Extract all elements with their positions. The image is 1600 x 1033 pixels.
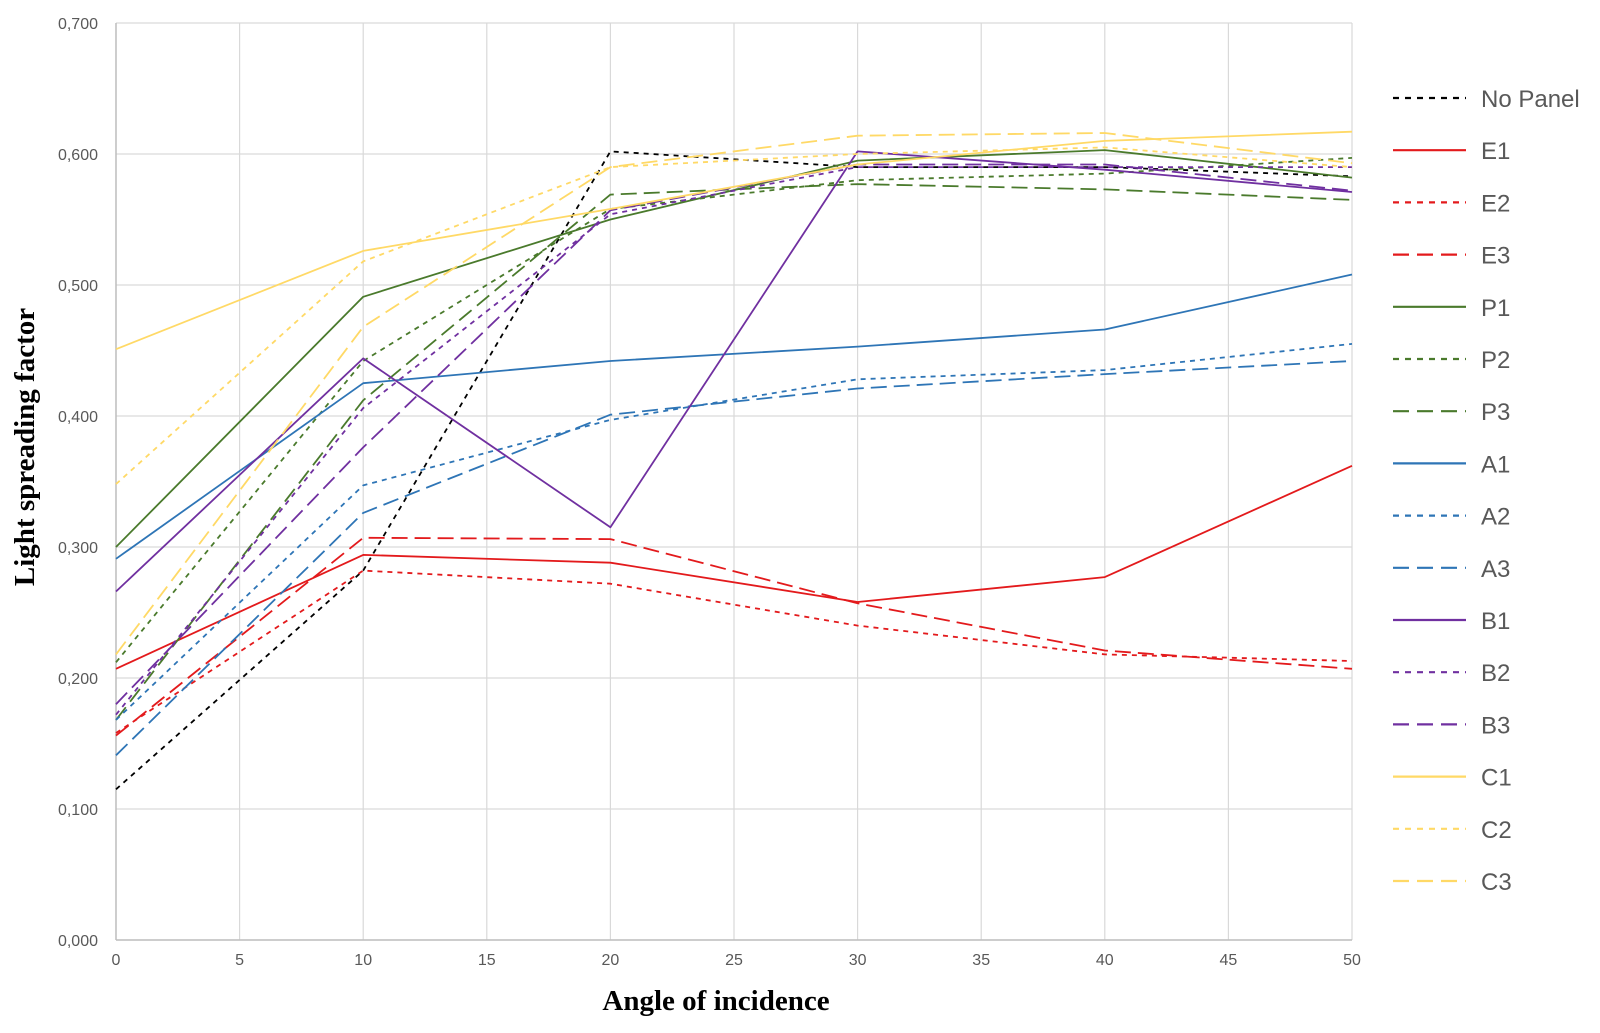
series-line-e1	[115, 464, 1353, 670]
y-axis-title: Light spreading factor	[9, 308, 41, 586]
x-tick-label: 20	[602, 952, 620, 969]
series-line-c2	[115, 146, 1353, 485]
y-tick-label: 0,600	[58, 147, 98, 164]
legend-label-no-panel: No Panel	[1481, 86, 1580, 113]
legend-label-a1: A1	[1481, 451, 1510, 478]
legend-label-b1: B1	[1481, 608, 1510, 635]
series-line-no-panel	[115, 150, 1353, 790]
legend-label-p3: P3	[1481, 399, 1510, 426]
y-tick-label: 0,400	[58, 409, 98, 426]
series-line-a1	[115, 273, 1353, 560]
x-tick-label: 10	[354, 952, 372, 969]
x-axis-title: Angle of incidence	[602, 985, 829, 1017]
y-tick-label: 0,000	[58, 933, 98, 950]
legend-label-c2: C2	[1481, 817, 1512, 844]
y-tick-label: 0,200	[58, 671, 98, 688]
series-line-a2	[115, 343, 1353, 721]
x-tick-label: 25	[725, 952, 743, 969]
axes	[115, 23, 1352, 941]
x-tick-label: 35	[972, 952, 990, 969]
x-tick-label: 45	[1220, 952, 1238, 969]
series-line-p2	[115, 157, 1353, 663]
legend-label-p2: P2	[1481, 347, 1510, 374]
legend-label-p1: P1	[1481, 295, 1510, 322]
x-tick-label: 30	[849, 952, 867, 969]
x-tick-label: 15	[478, 952, 496, 969]
series-line-e2	[115, 569, 1353, 734]
legend: No Panel E1 E2 E3 P1 P2 P3 A1 A2 A3 B1 B2 B3 C1 C2 C3	[1393, 86, 1580, 896]
series-line-a3	[115, 360, 1353, 756]
series-line-e3	[115, 536, 1353, 737]
series-line-b2	[115, 166, 1352, 716]
tick-labels: 0 5 10 15 20 25 30 35 40 45 50 0,000 0,100 0,200 0,300…	[58, 16, 1361, 969]
y-tick-label: 0,700	[58, 16, 98, 33]
x-tick-label: 5	[235, 952, 244, 969]
legend-label-e1: E1	[1481, 138, 1510, 165]
series-line-c3	[115, 132, 1353, 655]
legend-label-c1: C1	[1481, 765, 1512, 792]
series-line-b1	[115, 150, 1353, 593]
y-tick-label: 0,500	[58, 278, 98, 295]
x-tick-label: 40	[1096, 952, 1114, 969]
y-tick-label: 0,100	[58, 802, 98, 819]
legend-label-a2: A2	[1481, 504, 1510, 531]
legend-label-b2: B2	[1481, 660, 1510, 687]
legend-label-a3: A3	[1481, 556, 1510, 583]
y-tick-label: 0,300	[58, 540, 98, 557]
legend-label-e2: E2	[1481, 190, 1510, 217]
legend-label-e3: E3	[1481, 243, 1510, 270]
series-lines	[115, 130, 1353, 790]
legend-label-c3: C3	[1481, 869, 1512, 896]
x-tick-label: 50	[1343, 952, 1361, 969]
x-tick-label: 0	[112, 952, 121, 969]
series-line-c1	[115, 130, 1353, 351]
legend-label-b3: B3	[1481, 712, 1510, 739]
series-line-p3	[115, 183, 1353, 721]
